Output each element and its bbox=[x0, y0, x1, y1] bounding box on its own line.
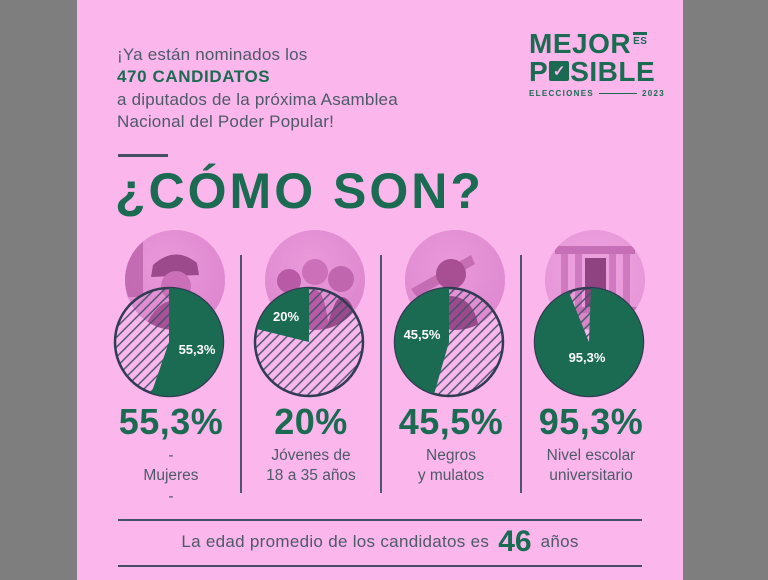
logo-subline: ELECCIONES 2023 bbox=[529, 89, 665, 98]
infographic-card: ¡Ya están nominados los 470 CANDIDATOS a… bbox=[77, 0, 683, 580]
caption-line: Nivel escolar bbox=[546, 447, 636, 465]
logo-word-mejor: MEJOR bbox=[529, 28, 632, 59]
stats-columns: 55,3% 55,3% - Mujeres - bbox=[101, 229, 659, 506]
mejor-es-posible-logo: MEJOR ES P ✓ SIBLE ELECCIONES 2023 bbox=[529, 30, 665, 134]
stat-value-mujeres: 55,3% bbox=[118, 401, 224, 443]
pie-value-label-mujeres: 55,3% bbox=[179, 342, 216, 357]
page-title: ¿CÓMO SON? bbox=[115, 162, 484, 219]
footer-banner: La edad promedio de los candidatos es 46… bbox=[118, 518, 642, 567]
pie-value-label-negros-y-mulatos: 45,5% bbox=[404, 327, 441, 342]
check-glyph: ✓ bbox=[552, 63, 566, 80]
stat-column-jovenes: 20% 20% Jóvenes de 18 a 35 años bbox=[240, 229, 381, 506]
caption-line: Negros bbox=[426, 447, 476, 465]
logo-elecciones-label: ELECCIONES bbox=[529, 89, 595, 98]
caption-line: universitario bbox=[549, 467, 633, 485]
footer-text-after: años bbox=[540, 531, 579, 551]
stat-column-mujeres: 55,3% 55,3% - Mujeres - bbox=[101, 229, 241, 506]
caption-line: y mulatos bbox=[417, 467, 485, 485]
check-icon: ✓ bbox=[549, 61, 570, 81]
caption-line: 18 a 35 años bbox=[266, 467, 356, 485]
stat-value-jovenes: 20% bbox=[274, 401, 348, 443]
intro-line-2-candidates-count: 470 CANDIDATOS bbox=[117, 67, 271, 87]
header: ¡Ya están nominados los 470 CANDIDATOS a… bbox=[77, 0, 683, 134]
stat-caption-jovenes: Jóvenes de 18 a 35 años bbox=[266, 446, 356, 486]
stat-column-nivel-universitario: 95,3% 95,3% Nivel escolar universitario bbox=[520, 229, 661, 506]
intro-line-3: a diputados de la próxima Asamblea bbox=[117, 89, 398, 109]
pie-wedge-mujeres bbox=[151, 288, 223, 397]
intro-text: ¡Ya están nominados los 470 CANDIDATOS a… bbox=[117, 44, 398, 134]
logo-superscript-es: ES bbox=[633, 32, 648, 47]
logo-word-posible-p: P bbox=[529, 56, 549, 87]
pie-nivel-universitario: 95,3% bbox=[533, 287, 645, 398]
logo-line-2: P ✓ SIBLE bbox=[529, 58, 665, 86]
intro-line-1: ¡Ya están nominados los bbox=[117, 45, 308, 64]
logo-line-1: MEJOR ES bbox=[529, 30, 665, 58]
caption-line: - bbox=[168, 447, 174, 465]
pie-chart-jovenes: 20% bbox=[253, 230, 365, 398]
caption-line: Mujeres bbox=[143, 467, 199, 485]
logo-divider-line bbox=[599, 92, 637, 95]
pie-value-label-nivel-universitario: 95,3% bbox=[569, 350, 606, 365]
pie-chart-negros-y-mulatos: 45,5% bbox=[393, 230, 505, 398]
pie-wedge-nivel-universitario bbox=[535, 288, 644, 397]
pie-jovenes: 20% bbox=[253, 287, 365, 398]
pie-chart-mujeres: 55,3% bbox=[113, 230, 225, 398]
caption-line: - bbox=[168, 487, 174, 505]
footer-text-before: La edad promedio de los candidatos es bbox=[181, 531, 490, 551]
pie-mujeres: 55,3% bbox=[113, 287, 225, 398]
footer-average-age: 46 bbox=[498, 524, 532, 558]
title-accent-rule bbox=[118, 153, 168, 157]
stat-caption-nivel-universitario: Nivel escolar universitario bbox=[547, 446, 636, 486]
caption-line: Jóvenes de bbox=[271, 447, 351, 465]
pie-wedge-negros-y-mulatos bbox=[394, 288, 449, 395]
pie-negros-y-mulatos: 45,5% bbox=[393, 287, 505, 398]
intro-line-4: Nacional del Poder Popular! bbox=[117, 112, 335, 132]
stat-caption-mujeres: - Mujeres - bbox=[143, 446, 198, 506]
stat-caption-negros-y-mulatos: Negros y mulatos bbox=[418, 446, 484, 486]
stat-value-nivel-universitario: 95,3% bbox=[538, 401, 644, 443]
logo-word-posible-sible: SIBLE bbox=[570, 56, 656, 87]
stat-value-negros-y-mulatos: 45,5% bbox=[398, 401, 504, 443]
pie-wedge-jovenes bbox=[256, 288, 309, 343]
pie-value-label-jovenes: 20% bbox=[273, 309, 299, 324]
stat-column-negros-y-mulatos: 45,5% 45,5% Negros y mulatos bbox=[380, 229, 521, 506]
pie-chart-nivel-universitario: 95,3% bbox=[533, 230, 645, 398]
logo-year: 2023 bbox=[642, 89, 665, 98]
